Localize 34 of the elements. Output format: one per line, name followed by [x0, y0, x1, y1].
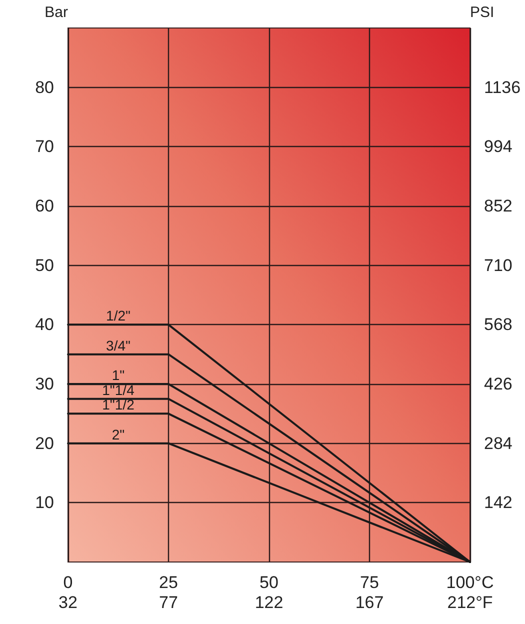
y2-tick-label: 426 [484, 374, 512, 394]
y-tick-label: 60 [35, 196, 54, 216]
y-tick-label: 70 [35, 137, 54, 156]
y-axis-title: Bar [44, 4, 68, 21]
x2-tick-label: 212°F [447, 593, 493, 612]
y-tick-label: 80 [35, 78, 54, 97]
series-label: 2" [112, 426, 125, 442]
y2-tick-label: 710 [484, 256, 512, 275]
y2-tick-label: 994 [484, 137, 512, 156]
x-tick-label: 100°C [446, 573, 494, 592]
y-tick-label: 50 [35, 256, 54, 275]
y2-tick-label: 284 [484, 434, 512, 453]
y-tick-label: 40 [35, 315, 54, 334]
x2-tick-label: 122 [254, 593, 284, 612]
y2-tick-label: 142 [484, 493, 512, 512]
x2-tick-label: 167 [355, 593, 384, 612]
series-label: 1"1/4 [102, 382, 135, 398]
y-tick-label: 20 [35, 434, 54, 453]
y-tick-label: 30 [35, 374, 54, 394]
x2-tick-label: 77 [159, 593, 178, 612]
x2-tick-label: 32 [58, 593, 78, 612]
x-tick-label: 0 [63, 573, 73, 592]
y2-axis-title: PSI [470, 4, 494, 21]
y-tick-label: 10 [35, 493, 54, 512]
x-tick-label: 25 [159, 573, 178, 592]
y2-tick-label: 852 [484, 196, 512, 216]
y2-tick-label: 568 [484, 315, 512, 334]
series-label: 3/4" [106, 337, 130, 354]
series-label: 1/2" [106, 308, 130, 324]
x-tick-label: 50 [260, 573, 278, 592]
series-label: 1" [112, 367, 125, 383]
series-label: 1"1/2 [102, 396, 135, 413]
y2-tick-label: 1136 [484, 78, 521, 97]
x-tick-label: 75 [360, 573, 379, 592]
